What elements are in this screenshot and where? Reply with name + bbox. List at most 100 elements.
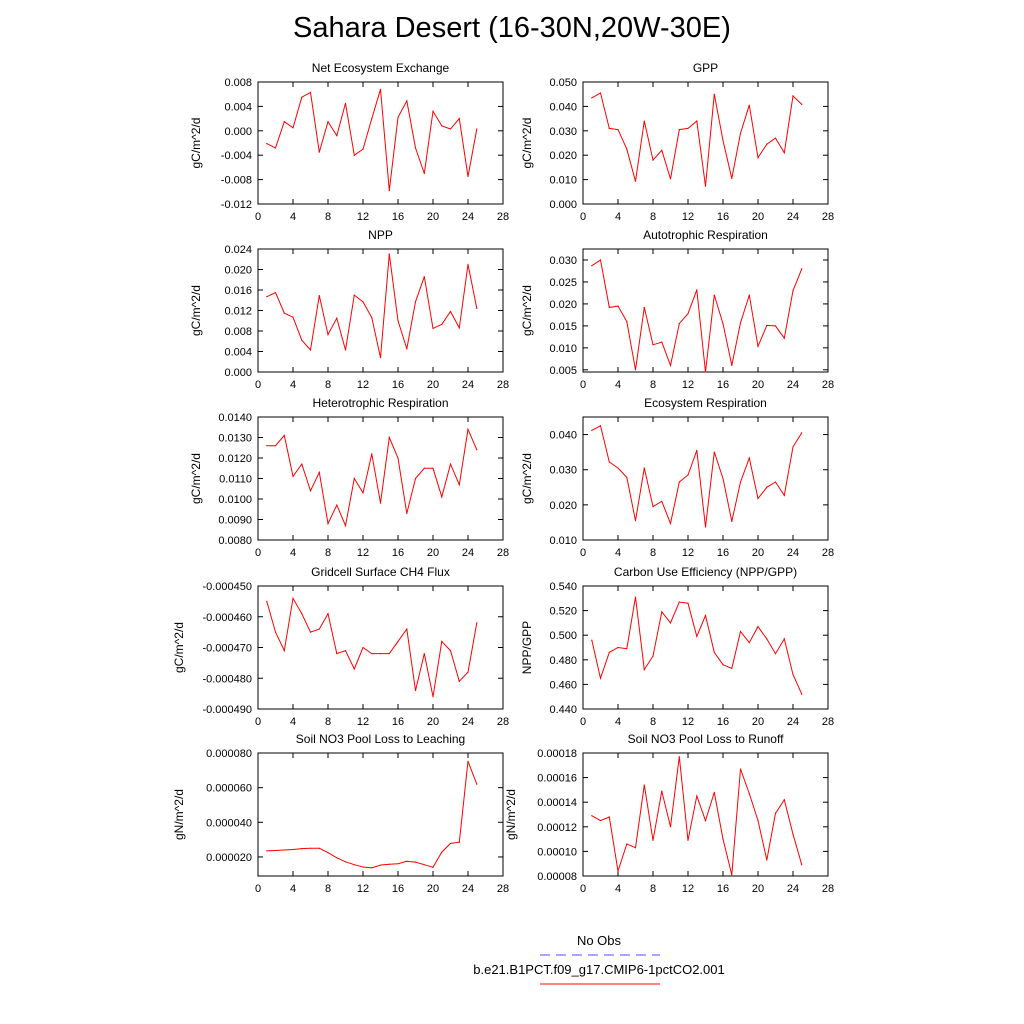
- y-tick-label: 0.480: [549, 655, 577, 667]
- data-point: [678, 128, 680, 131]
- x-tick-label: 0: [580, 547, 586, 559]
- data-point: [748, 641, 750, 644]
- data-point: [783, 494, 785, 496]
- data-point: [783, 337, 785, 339]
- x-tick-label: 16: [717, 716, 729, 728]
- data-point: [292, 316, 294, 318]
- data-point: [748, 457, 750, 459]
- data-point: [476, 307, 478, 310]
- y-tick-label: 0.030: [549, 126, 577, 138]
- data-point: [476, 783, 478, 785]
- chart-panel: NPP 0 4 8 12 16 20 24 28 0.000 0.004 0.008 0.012 0.01…: [189, 228, 509, 391]
- data-point: [766, 486, 768, 488]
- data-point: [458, 484, 460, 486]
- data-point: [652, 655, 654, 657]
- data-point: [318, 151, 320, 153]
- x-tick-label: 8: [325, 379, 331, 391]
- data-point: [626, 648, 628, 650]
- x-tick-label: 12: [682, 547, 694, 559]
- data-point: [467, 760, 469, 762]
- x-tick-label: 28: [822, 547, 834, 559]
- data-point: [353, 477, 355, 480]
- y-tick-label: 0.012: [224, 306, 252, 318]
- data-point: [687, 312, 689, 315]
- x-tick-label: 0: [580, 211, 586, 223]
- x-tick-label: 28: [497, 883, 509, 895]
- x-tick-label: 4: [615, 883, 621, 895]
- data-point: [458, 680, 460, 682]
- data-point: [353, 294, 355, 296]
- data-point: [757, 625, 759, 628]
- data-point: [739, 322, 742, 324]
- y-axis-label: gC/m^2/d: [520, 285, 534, 336]
- x-tick-label: 20: [752, 211, 764, 223]
- x-tick-label: 28: [822, 379, 834, 391]
- x-tick-label: 24: [462, 883, 474, 895]
- data-point: [608, 127, 610, 129]
- data-point: [704, 371, 707, 373]
- data-point: [661, 500, 663, 502]
- data-point: [608, 651, 610, 654]
- y-tick-label: 0.050: [549, 77, 577, 89]
- data-point: [379, 502, 382, 504]
- x-tick-label: 4: [290, 883, 296, 895]
- chart-panel: Net Ecosystem Exchange 0 4 8 12 16 20 24 28 -0.01…: [189, 61, 509, 223]
- data-point: [591, 815, 593, 817]
- x-tick-label: 8: [650, 379, 656, 391]
- x-tick-label: 0: [580, 379, 586, 391]
- data-point: [292, 475, 294, 478]
- x-tick-label: 24: [462, 716, 474, 728]
- x-tick-label: 24: [462, 547, 474, 559]
- x-tick-label: 20: [752, 379, 764, 391]
- data-point: [336, 653, 338, 655]
- chart-title: Soil NO3 Pool Loss to Leaching: [296, 732, 465, 746]
- data-point: [731, 177, 733, 179]
- data-point: [301, 848, 303, 850]
- data-point: [362, 646, 364, 649]
- data-point: [274, 445, 277, 447]
- data-point: [301, 339, 303, 341]
- x-tick-label: 28: [497, 211, 509, 223]
- series-line: [591, 425, 803, 528]
- data-point: [696, 795, 698, 797]
- data-point: [283, 121, 285, 123]
- data-point: [397, 640, 399, 642]
- x-tick-label: 20: [427, 883, 439, 895]
- data-point: [652, 159, 654, 161]
- data-point: [617, 305, 619, 307]
- data-point: [757, 157, 759, 159]
- data-point: [766, 324, 768, 327]
- data-point: [353, 668, 355, 670]
- y-tick-label: 0.010: [549, 535, 577, 547]
- chart-title: GPP: [693, 61, 718, 75]
- x-tick-label: 12: [357, 379, 369, 391]
- data-point: [643, 120, 645, 122]
- x-tick-label: 16: [717, 883, 729, 895]
- data-point: [626, 320, 628, 323]
- data-point: [704, 526, 707, 528]
- y-axis-label: gN/m^2/d: [504, 789, 518, 840]
- x-tick-label: 12: [682, 716, 694, 728]
- x-tick-label: 4: [615, 211, 621, 223]
- y-tick-label: 0.000060: [206, 783, 252, 795]
- data-point: [643, 306, 645, 309]
- data-point: [318, 471, 320, 473]
- data-point: [283, 434, 285, 437]
- data-point: [318, 295, 320, 297]
- y-tick-label: 0.520: [549, 606, 577, 618]
- chart-title: Net Ecosystem Exchange: [312, 61, 450, 75]
- data-point: [423, 864, 425, 866]
- y-axis-label: gC/m^2/d: [172, 622, 186, 673]
- series-line: [266, 89, 478, 191]
- data-point: [336, 317, 338, 319]
- data-point: [661, 149, 663, 151]
- y-tick-label: 0.00016: [537, 773, 577, 785]
- y-tick-label: 0.015: [549, 321, 577, 333]
- data-point: [722, 838, 724, 840]
- data-point: [774, 137, 777, 139]
- y-axis-label: gC/m^2/d: [520, 118, 534, 169]
- data-point: [388, 653, 390, 655]
- data-point: [792, 446, 794, 448]
- data-point: [336, 135, 338, 137]
- x-tick-label: 20: [752, 883, 764, 895]
